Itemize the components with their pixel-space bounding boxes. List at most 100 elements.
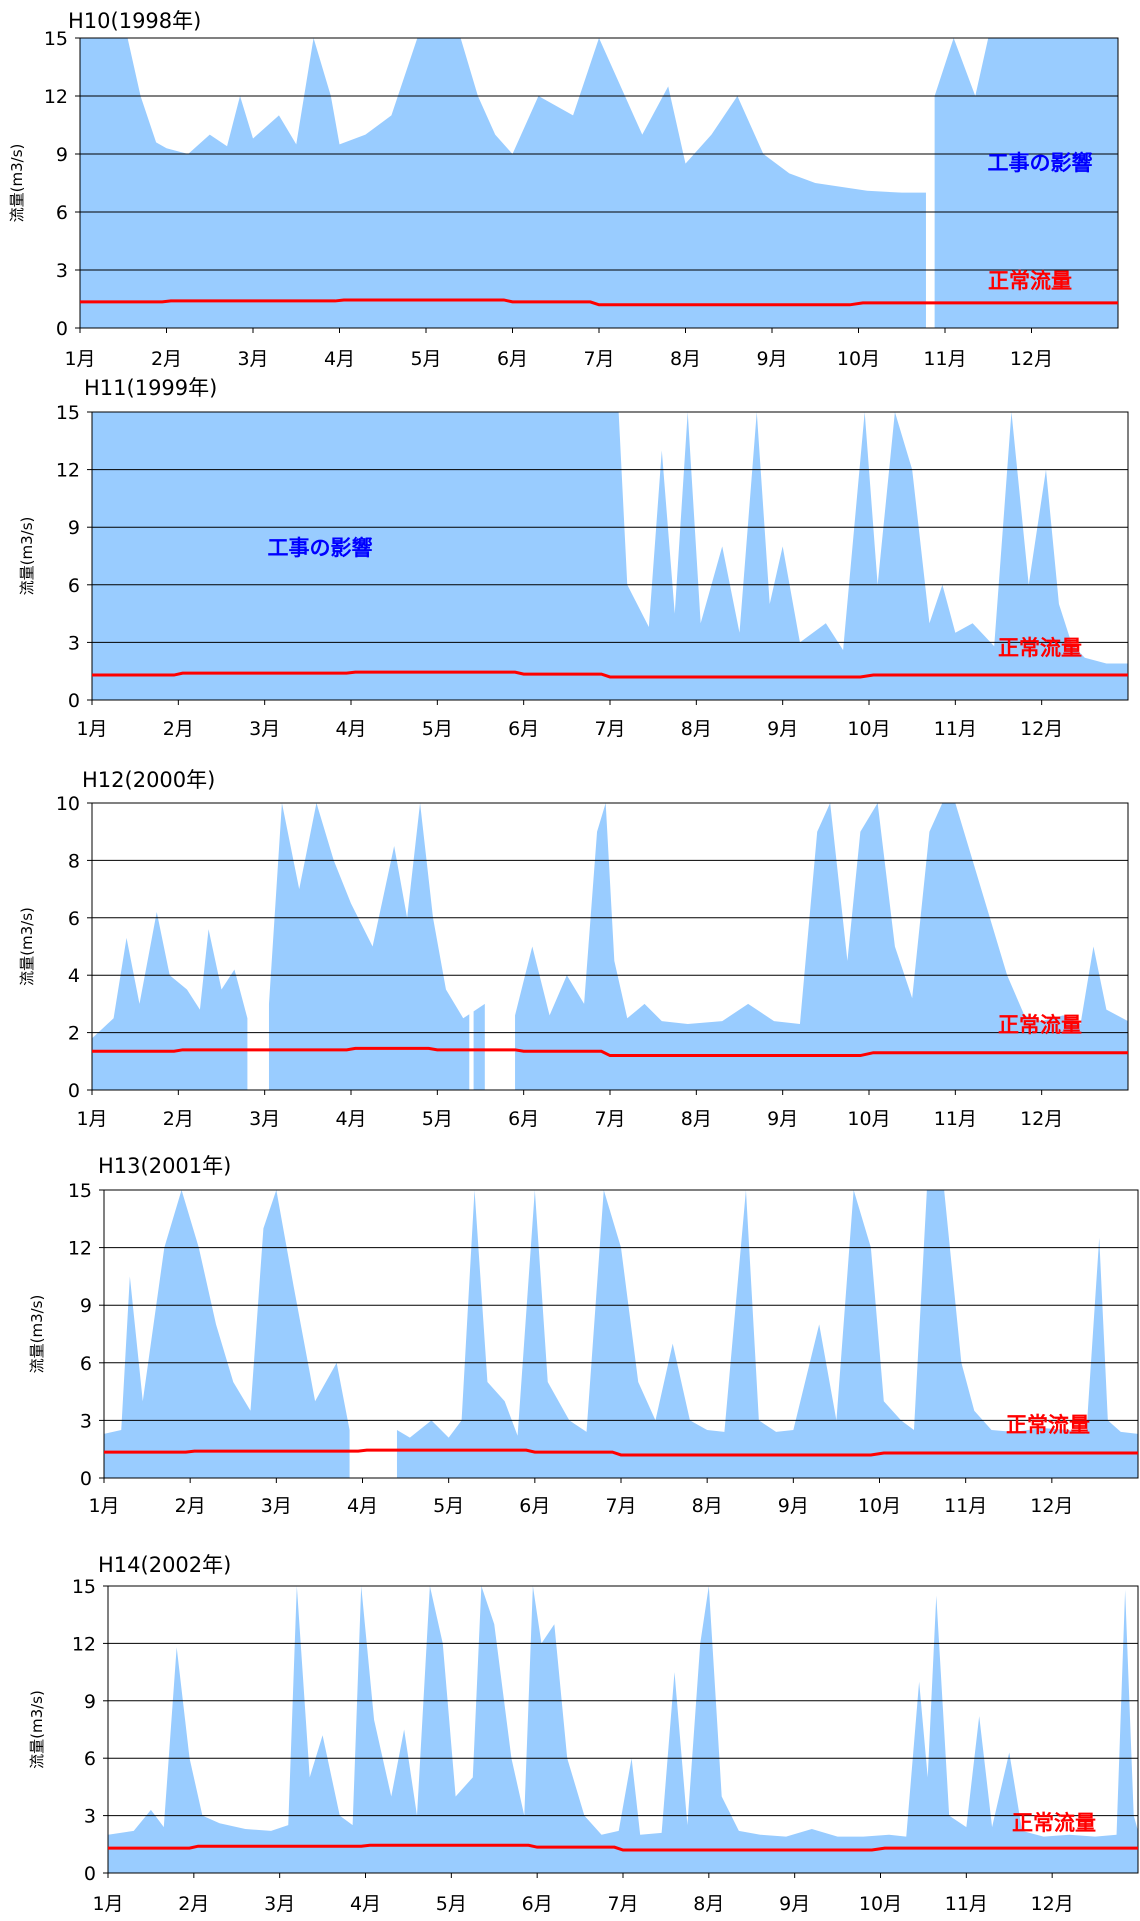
y-tick-label: 3 bbox=[68, 632, 80, 654]
y-tick-label: 6 bbox=[68, 575, 80, 597]
y-tick-label: 0 bbox=[68, 1080, 80, 1102]
x-tick-label: 4月 bbox=[335, 718, 366, 740]
x-tick-label: 12月 bbox=[1030, 1495, 1073, 1517]
y-tick-label: 6 bbox=[84, 1748, 96, 1770]
x-tick-label: 1月 bbox=[76, 1108, 107, 1130]
chart-panel-3: 0 2 4 6 8 10 1月 2月 3月 4月 5月 6月 7月 8月 9月 10月 11月 12月 流量(m3/… bbox=[18, 768, 1129, 1130]
normal-flow-label: 正常流量 bbox=[998, 1013, 1082, 1037]
x-tick-label: 8月 bbox=[681, 718, 712, 740]
x-tick-label: 5月 bbox=[433, 1495, 464, 1517]
x-tick-label: 10月 bbox=[847, 1108, 890, 1130]
y-tick-label: 15 bbox=[68, 1180, 92, 1202]
x-tick-label: 6月 bbox=[508, 1108, 539, 1130]
x-tick-label: 7月 bbox=[605, 1495, 636, 1517]
x-tick-label: 10月 bbox=[859, 1893, 902, 1915]
flow-area-segment-1 bbox=[92, 412, 1128, 700]
chart-title: H12(2000年) bbox=[82, 768, 215, 792]
x-tick-label: 12月 bbox=[1031, 1893, 1074, 1915]
x-tick-label: 6月 bbox=[497, 348, 528, 370]
y-axis-label: 流量(m3/s) bbox=[18, 517, 36, 596]
x-tick-label: 2月 bbox=[163, 1108, 194, 1130]
y-tick-label: 6 bbox=[68, 908, 80, 930]
y-tick-label: 15 bbox=[56, 402, 80, 424]
x-tick-label: 5月 bbox=[422, 1108, 453, 1130]
y-tick-label: 2 bbox=[68, 1023, 80, 1045]
flow-area-segment-2 bbox=[268, 803, 470, 1090]
x-tick-label: 9月 bbox=[767, 718, 798, 740]
normal-flow-line bbox=[104, 1448, 1138, 1457]
x-tick-label: 11月 bbox=[934, 1108, 977, 1130]
x-tick-label: 11月 bbox=[945, 1893, 988, 1915]
x-tick-label: 9月 bbox=[778, 1495, 809, 1517]
y-tick-label: 3 bbox=[84, 1806, 96, 1828]
y-tick-label: 0 bbox=[80, 1468, 92, 1490]
chart-title: H14(2002年) bbox=[98, 1553, 231, 1577]
flow-area-segment-4 bbox=[515, 803, 1128, 1090]
chart-panel-1: 0 3 6 9 12 15 1月 2月 3月 4月 5月 6月 7月 8月 9月 10月 11月 12月 流量(m3… bbox=[8, 9, 1119, 370]
x-tick-label: 7月 bbox=[594, 1108, 625, 1130]
y-tick-label: 0 bbox=[84, 1863, 96, 1885]
y-tick-label: 9 bbox=[68, 517, 80, 539]
x-tick-label: 4月 bbox=[324, 348, 355, 370]
y-axis-label: 流量(m3/s) bbox=[18, 907, 36, 986]
flow-area-segment-1 bbox=[92, 912, 248, 1090]
flow-area-segment-1 bbox=[80, 38, 926, 328]
y-tick-label: 12 bbox=[72, 1633, 96, 1655]
x-tick-label: 2月 bbox=[175, 1495, 206, 1517]
x-tick-label: 3月 bbox=[249, 1108, 280, 1130]
normal-flow-line bbox=[80, 298, 1118, 307]
y-tick-label: 3 bbox=[56, 260, 68, 282]
x-tick-label: 1月 bbox=[64, 348, 95, 370]
y-axis-label: 流量(m3/s) bbox=[28, 1295, 46, 1374]
x-tick-label: 8月 bbox=[693, 1893, 724, 1915]
y-tick-label: 6 bbox=[56, 202, 68, 224]
x-tick-label: 2月 bbox=[178, 1893, 209, 1915]
x-tick-label: 3月 bbox=[264, 1893, 295, 1915]
x-tick-label: 1月 bbox=[76, 718, 107, 740]
x-tick-label: 10月 bbox=[858, 1495, 901, 1517]
x-tick-label: 7月 bbox=[583, 348, 614, 370]
x-tick-label: 5月 bbox=[422, 718, 453, 740]
y-tick-label: 12 bbox=[56, 460, 80, 482]
x-tick-label: 9月 bbox=[779, 1893, 810, 1915]
y-axis-label: 流量(m3/s) bbox=[8, 144, 26, 223]
y-tick-label: 15 bbox=[72, 1576, 96, 1598]
x-tick-label: 10月 bbox=[837, 348, 880, 370]
y-tick-label: 8 bbox=[68, 850, 80, 872]
x-tick-label: 12月 bbox=[1010, 348, 1053, 370]
y-tick-label: 0 bbox=[68, 690, 80, 712]
x-tick-label: 8月 bbox=[692, 1495, 723, 1517]
chart-title: H13(2001年) bbox=[98, 1154, 231, 1178]
x-tick-label: 1月 bbox=[92, 1893, 123, 1915]
y-tick-label: 9 bbox=[56, 144, 68, 166]
x-tick-label: 4月 bbox=[335, 1108, 366, 1130]
construction-annotation: 工事の影響 bbox=[988, 151, 1093, 175]
x-tick-label: 12月 bbox=[1020, 718, 1063, 740]
normal-flow-label: 正常流量 bbox=[998, 636, 1082, 660]
normal-flow-line bbox=[92, 1046, 1128, 1058]
x-tick-label: 11月 bbox=[934, 718, 977, 740]
flow-area-segment-2 bbox=[396, 1190, 1138, 1478]
x-tick-label: 6月 bbox=[519, 1495, 550, 1517]
x-tick-label: 3月 bbox=[261, 1495, 292, 1517]
normal-flow-label: 正常流量 bbox=[988, 269, 1072, 293]
x-tick-label: 4月 bbox=[347, 1495, 378, 1517]
y-tick-label: 15 bbox=[44, 28, 68, 50]
normal-flow-label: 正常流量 bbox=[1012, 1811, 1096, 1835]
x-tick-label: 5月 bbox=[410, 348, 441, 370]
x-tick-label: 8月 bbox=[681, 1108, 712, 1130]
x-tick-label: 12月 bbox=[1020, 1108, 1063, 1130]
y-tick-label: 12 bbox=[44, 86, 68, 108]
y-tick-label: 3 bbox=[80, 1410, 92, 1432]
y-tick-label: 10 bbox=[56, 793, 80, 815]
x-tick-label: 3月 bbox=[249, 718, 280, 740]
chart-panel-2: 0 3 6 9 12 15 1月 2月 3月 4月 5月 6月 7月 8月 9月 10月 11月 12月 流量(m3… bbox=[18, 376, 1129, 740]
x-tick-label: 11月 bbox=[944, 1495, 987, 1517]
flow-area-segment-1 bbox=[104, 1190, 350, 1478]
x-tick-label: 3月 bbox=[237, 348, 268, 370]
y-tick-label: 9 bbox=[80, 1295, 92, 1317]
normal-flow-line bbox=[92, 670, 1128, 679]
construction-annotation: 工事の影響 bbox=[268, 536, 373, 560]
x-tick-label: 8月 bbox=[670, 348, 701, 370]
